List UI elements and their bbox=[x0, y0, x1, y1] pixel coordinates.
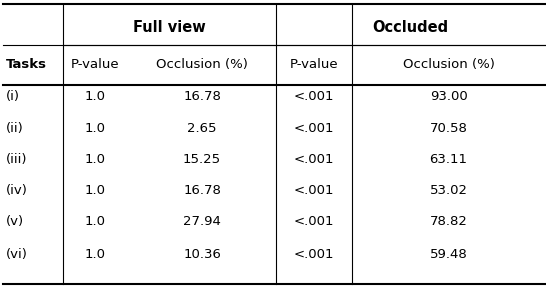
Text: 1.0: 1.0 bbox=[85, 153, 106, 166]
Text: <.001: <.001 bbox=[294, 122, 334, 135]
Text: P-value: P-value bbox=[289, 58, 339, 71]
Text: (i): (i) bbox=[5, 90, 20, 103]
Text: (ii): (ii) bbox=[5, 122, 23, 135]
Text: <.001: <.001 bbox=[294, 248, 334, 262]
Text: <.001: <.001 bbox=[294, 183, 334, 197]
Text: 1.0: 1.0 bbox=[85, 90, 106, 103]
Text: Occlusion (%): Occlusion (%) bbox=[156, 58, 248, 71]
Text: 2.65: 2.65 bbox=[187, 122, 217, 135]
Text: 16.78: 16.78 bbox=[183, 90, 221, 103]
Text: 15.25: 15.25 bbox=[183, 153, 221, 166]
Text: 1.0: 1.0 bbox=[85, 122, 106, 135]
Text: Tasks: Tasks bbox=[5, 58, 46, 71]
Text: 93.00: 93.00 bbox=[430, 90, 467, 103]
Text: <.001: <.001 bbox=[294, 215, 334, 228]
Text: 1.0: 1.0 bbox=[85, 183, 106, 197]
Text: 70.58: 70.58 bbox=[430, 122, 467, 135]
Text: 27.94: 27.94 bbox=[183, 215, 221, 228]
Text: P-value: P-value bbox=[71, 58, 120, 71]
Text: Full view: Full view bbox=[133, 20, 206, 35]
Text: <.001: <.001 bbox=[294, 153, 334, 166]
Text: (v): (v) bbox=[5, 215, 23, 228]
Text: 63.11: 63.11 bbox=[430, 153, 467, 166]
Text: 59.48: 59.48 bbox=[430, 248, 467, 262]
Text: Occlusion (%): Occlusion (%) bbox=[402, 58, 495, 71]
Text: (iv): (iv) bbox=[5, 183, 27, 197]
Text: <.001: <.001 bbox=[294, 90, 334, 103]
Text: 1.0: 1.0 bbox=[85, 215, 106, 228]
Text: Occluded: Occluded bbox=[372, 20, 448, 35]
Text: 53.02: 53.02 bbox=[430, 183, 467, 197]
Text: (vi): (vi) bbox=[5, 248, 27, 262]
Text: 16.78: 16.78 bbox=[183, 183, 221, 197]
Text: 1.0: 1.0 bbox=[85, 248, 106, 262]
Text: (iii): (iii) bbox=[5, 153, 27, 166]
Text: 78.82: 78.82 bbox=[430, 215, 467, 228]
Text: 10.36: 10.36 bbox=[183, 248, 221, 262]
